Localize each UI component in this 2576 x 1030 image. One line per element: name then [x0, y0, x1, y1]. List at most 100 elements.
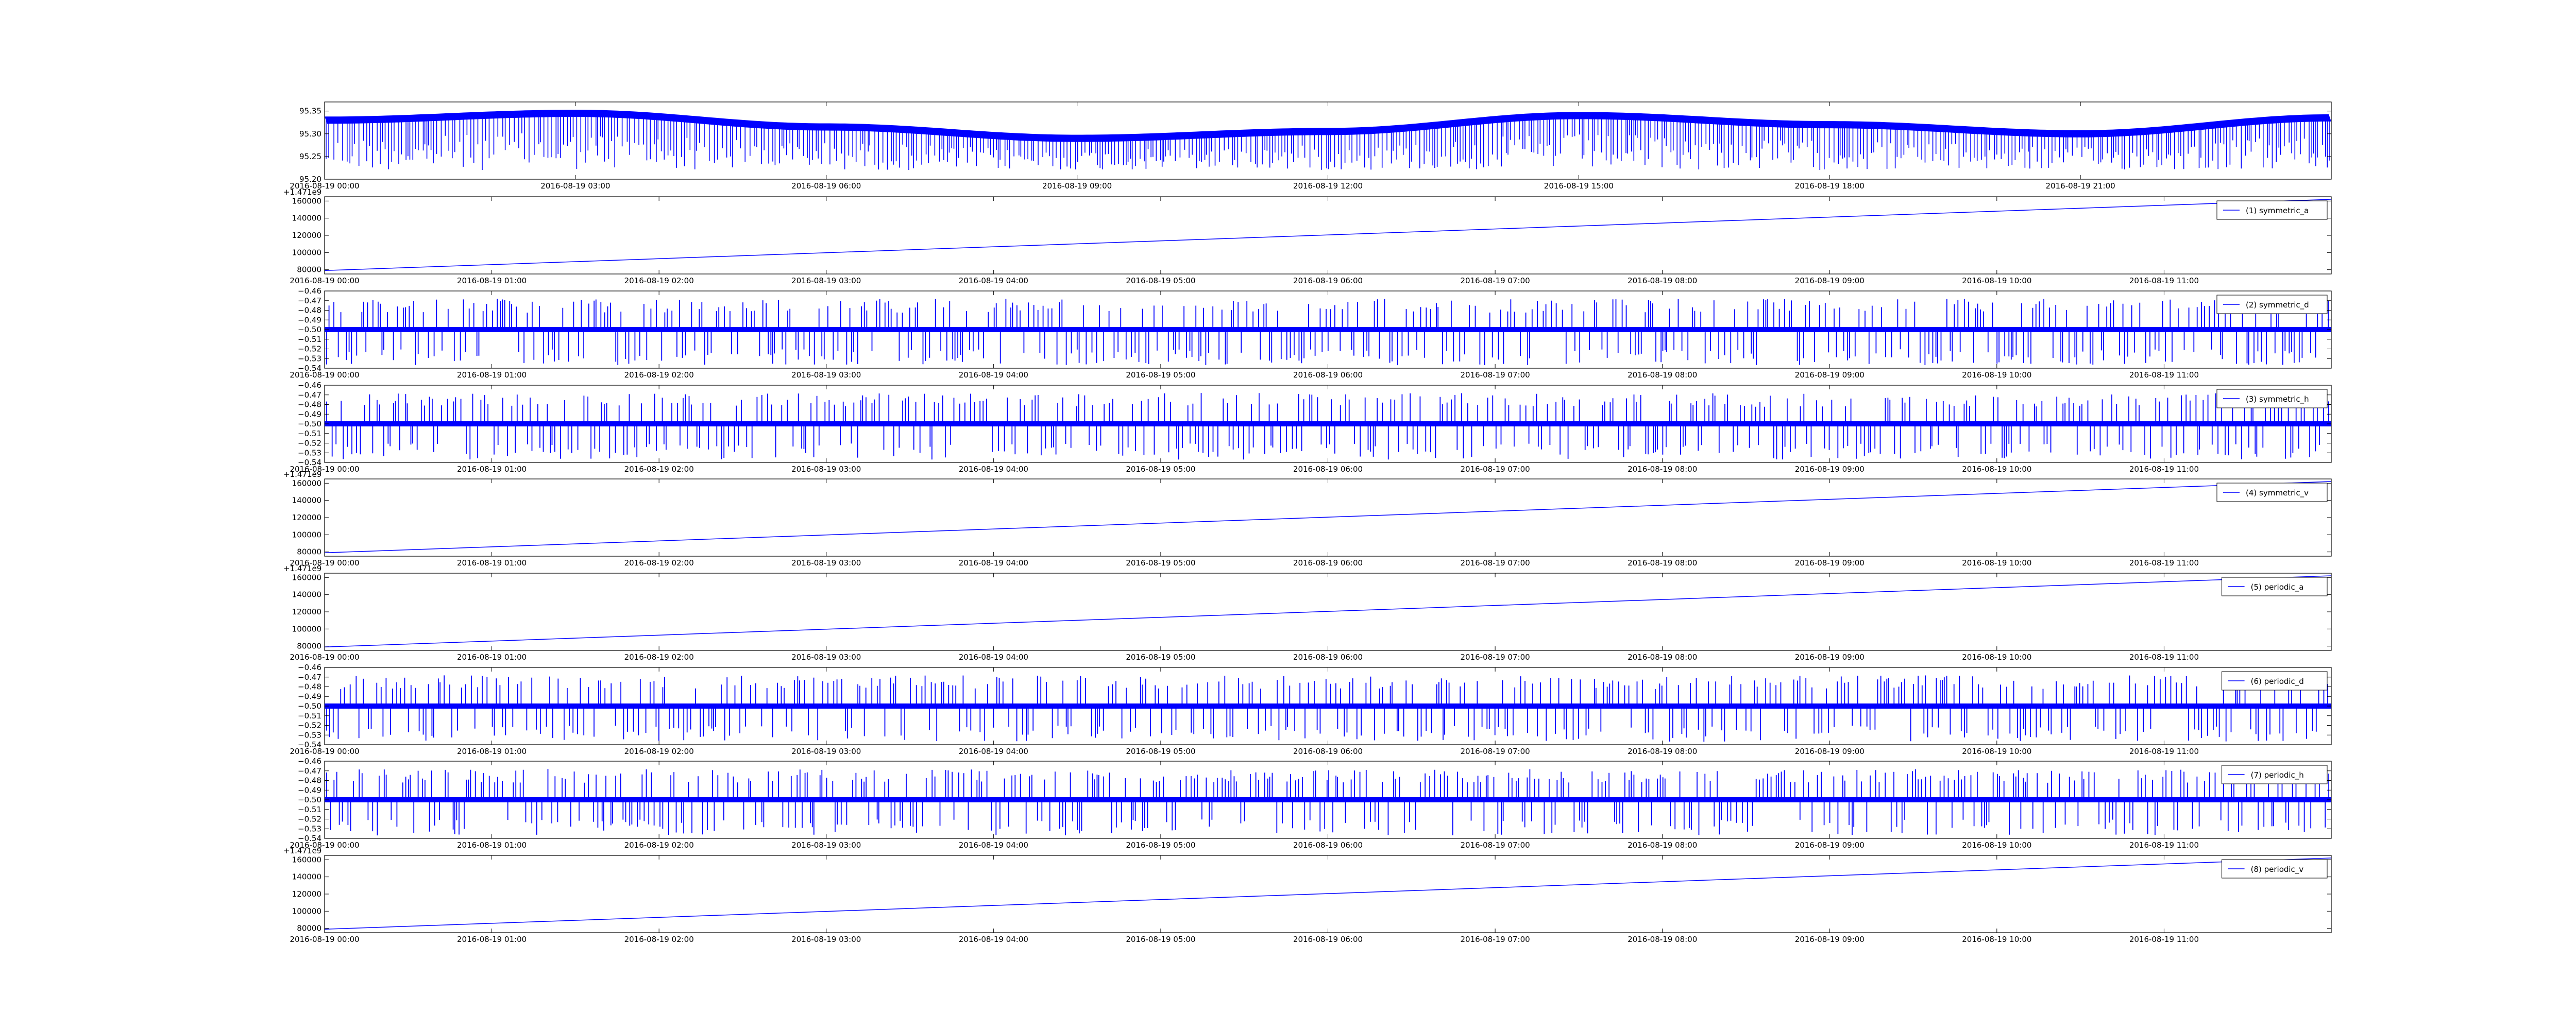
x-tick-label: 2016-08-19 06:00	[1293, 558, 1363, 568]
x-tick-label: 2016-08-19 09:00	[1042, 181, 1112, 191]
legend: (1) symmetric_a	[2216, 200, 2328, 220]
x-tick-label: 2016-08-19 10:00	[1962, 276, 2031, 285]
x-tick-label: 2016-08-19 01:00	[457, 276, 527, 285]
x-tick-label: 2016-08-19 07:00	[1460, 935, 1530, 944]
y-tick-label: 140000	[292, 590, 321, 599]
x-tick-label: 2016-08-19 08:00	[1628, 747, 1697, 756]
x-tick-label: 2016-08-19 09:00	[1795, 840, 1865, 850]
x-tick-label: 2016-08-19 01:00	[457, 465, 527, 474]
legend: (8) periodic_v	[2222, 859, 2328, 879]
x-tick-label: 2016-08-19 02:00	[624, 276, 694, 285]
x-tick-label: 2016-08-19 03:00	[791, 558, 861, 568]
x-tick-label: 2016-08-19 10:00	[1962, 370, 2031, 380]
series-band-symmetric_h	[325, 421, 2331, 426]
y-tick-label: 140000	[292, 496, 321, 505]
y-tick-label: 95.25	[299, 152, 321, 161]
x-tick-label: 2016-08-19 10:00	[1962, 747, 2031, 756]
x-tick-label: 2016-08-19 06:00	[1293, 935, 1363, 944]
x-tick-label: 2016-08-19 11:00	[2129, 935, 2199, 944]
series-spikes-symmetric_d	[326, 299, 2329, 366]
x-tick-label: 2016-08-19 08:00	[1628, 276, 1697, 285]
x-tick-label: 2016-08-19 01:00	[457, 653, 527, 662]
x-tick-label: 2016-08-19 01:00	[457, 370, 527, 380]
y-tick-label: 80000	[297, 265, 321, 274]
y-tick-label: −0.49	[298, 692, 321, 701]
x-tick-label: 2016-08-19 04:00	[959, 370, 1028, 380]
y-tick-label: −0.51	[298, 805, 321, 814]
x-tick-label: 2016-08-19 09:00	[1795, 653, 1865, 662]
y-tick-label: −0.46	[298, 381, 321, 390]
x-tick-label: 2016-08-19 02:00	[624, 935, 694, 944]
axis-offset-text: +1.471e9	[283, 564, 321, 573]
axis-offset-text: +1.471e9	[283, 187, 321, 197]
panel-top: 95.20 95.25 95.30 95.35 2016-08-19 00:00 2016…	[290, 101, 2332, 191]
x-tick-label: 2016-08-19 18:00	[1795, 181, 1865, 191]
x-tick-label: 2016-08-19 07:00	[1460, 465, 1530, 474]
y-tick-label: 100000	[292, 248, 321, 257]
x-tick-label: 2016-08-19 05:00	[1126, 840, 1195, 850]
series-line-symmetric_v	[324, 481, 2332, 554]
legend: (6) periodic_d	[2222, 671, 2328, 691]
panel-periodic_v: 80000 100000 120000 140000 160000 2016-08-19 …	[283, 846, 2332, 944]
x-tick-label: 2016-08-19 06:00	[1293, 370, 1363, 380]
x-tick-label: 2016-08-19 09:00	[1795, 747, 1865, 756]
x-tick-label: 2016-08-19 07:00	[1460, 370, 1530, 380]
series-line-symmetric_a	[324, 199, 2332, 271]
x-tick-label: 2016-08-19 03:00	[791, 276, 861, 285]
x-tick-label: 2016-08-19 04:00	[959, 653, 1028, 662]
y-tick-label: −0.47	[298, 296, 321, 305]
y-tick-label: −0.54	[298, 458, 321, 467]
x-tick-label: 2016-08-19 09:00	[1795, 558, 1865, 568]
x-tick-label: 2016-08-19 06:00	[1293, 653, 1363, 662]
y-tick-label: −0.48	[298, 306, 321, 315]
x-tick-label: 2016-08-19 07:00	[1460, 276, 1530, 285]
x-tick-label: 2016-08-19 10:00	[1962, 840, 2031, 850]
x-tick-label: 2016-08-19 03:00	[540, 181, 610, 191]
y-tick-label: −0.54	[298, 834, 321, 843]
x-tick-label: 2016-08-19 05:00	[1126, 747, 1195, 756]
x-tick-label: 2016-08-19 09:00	[1795, 465, 1865, 474]
series-line-periodic_a	[324, 575, 2332, 648]
x-tick-label: 2016-08-19 06:00	[1293, 840, 1363, 850]
x-tick-label: 2016-08-19 05:00	[1126, 276, 1195, 285]
x-tick-label: 2016-08-19 02:00	[624, 747, 694, 756]
legend-label: (4) symmetric_v	[2246, 488, 2309, 498]
x-tick-label: 2016-08-19 04:00	[959, 747, 1028, 756]
x-tick-label: 2016-08-19 01:00	[457, 935, 527, 944]
y-tick-label: −0.49	[298, 785, 321, 795]
x-tick-label: 2016-08-19 02:00	[624, 653, 694, 662]
y-tick-label: −0.53	[298, 730, 321, 740]
y-tick-label: −0.52	[298, 439, 321, 448]
x-tick-label: 2016-08-19 01:00	[457, 840, 527, 850]
legend: (2) symmetric_d	[2216, 295, 2328, 314]
legend: (5) periodic_a	[2222, 577, 2328, 596]
x-tick-label: 2016-08-19 03:00	[791, 370, 861, 380]
x-tick-label: 2016-08-19 05:00	[1126, 935, 1195, 944]
legend: (7) periodic_h	[2222, 765, 2328, 784]
y-tick-label: 120000	[292, 889, 321, 899]
x-tick-label: 2016-08-19 00:00	[290, 747, 359, 756]
y-tick-label: −0.48	[298, 400, 321, 409]
x-tick-label: 2016-08-19 03:00	[791, 653, 861, 662]
x-tick-label: 2016-08-19 00:00	[290, 935, 359, 944]
x-tick-label: 2016-08-19 08:00	[1628, 935, 1697, 944]
x-tick-label: 2016-08-19 00:00	[290, 465, 359, 474]
series-band-periodic_h	[325, 797, 2331, 802]
y-tick-label: 140000	[292, 872, 321, 882]
y-tick-label: 160000	[292, 478, 321, 488]
series-spikes-periodic_d	[326, 675, 2328, 742]
axis-offset-text: +1.471e9	[283, 470, 321, 479]
y-tick-label: −0.54	[298, 364, 321, 373]
x-tick-label: 2016-08-19 04:00	[959, 935, 1028, 944]
panel-symmetric_d: −0.54−0.53−0.52−0.51−0.50−0.49−0.48−0.47…	[290, 286, 2332, 380]
panel-periodic_d: −0.54−0.53−0.52−0.51−0.50−0.49−0.48−0.47…	[290, 663, 2332, 756]
x-tick-label: 2016-08-19 07:00	[1460, 840, 1530, 850]
x-tick-label: 2016-08-19 08:00	[1628, 558, 1697, 568]
x-tick-label: 2016-08-19 04:00	[959, 840, 1028, 850]
x-tick-label: 2016-08-19 07:00	[1460, 747, 1530, 756]
y-tick-label: −0.53	[298, 824, 321, 833]
x-tick-label: 2016-08-19 08:00	[1628, 653, 1697, 662]
axes-frame	[324, 196, 2332, 274]
y-tick-label: −0.47	[298, 673, 321, 682]
